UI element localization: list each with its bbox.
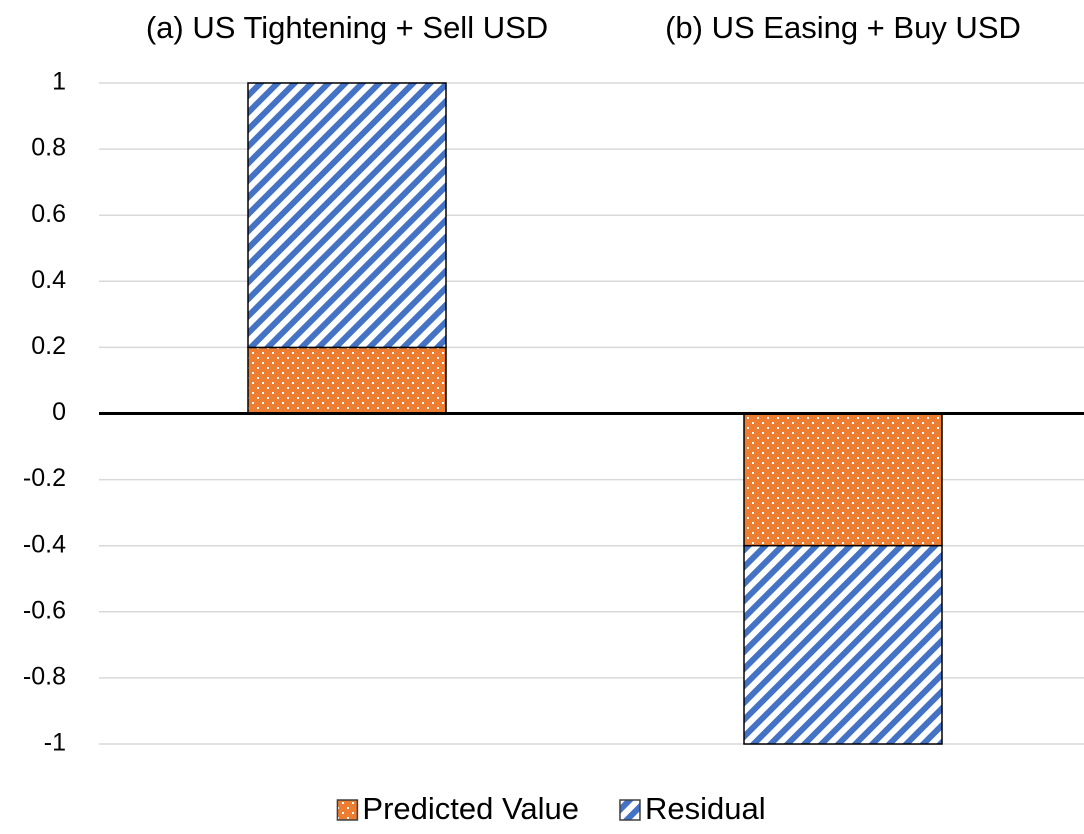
y-tick-label: 0 xyxy=(52,398,66,426)
y-tick-label: -1 xyxy=(44,729,66,757)
bar-segment xyxy=(247,82,447,349)
y-tick-label: 0.8 xyxy=(31,134,66,162)
y-tick-label: -0.8 xyxy=(23,663,66,691)
bar-segment xyxy=(743,544,943,745)
y-tick-label: -0.4 xyxy=(23,530,66,558)
legend-swatch xyxy=(336,799,359,821)
y-tick-label: 0.2 xyxy=(31,332,66,360)
legend-label: Predicted Value xyxy=(362,791,579,826)
category-label: (b) US Easing + Buy USD xyxy=(665,10,1021,45)
y-tick-label: 0.4 xyxy=(31,266,66,294)
legend-label: Residual xyxy=(645,791,766,826)
bar-segment xyxy=(743,412,943,547)
y-tick-label: 1 xyxy=(52,68,66,96)
y-tick-label: -0.6 xyxy=(23,596,66,624)
y-tick-label: 0.6 xyxy=(31,200,66,228)
category-label: (a) US Tightening + Sell USD xyxy=(146,10,548,45)
bar-segment xyxy=(247,346,447,415)
legend-swatch xyxy=(619,799,641,821)
y-tick-label: -0.2 xyxy=(23,464,66,492)
